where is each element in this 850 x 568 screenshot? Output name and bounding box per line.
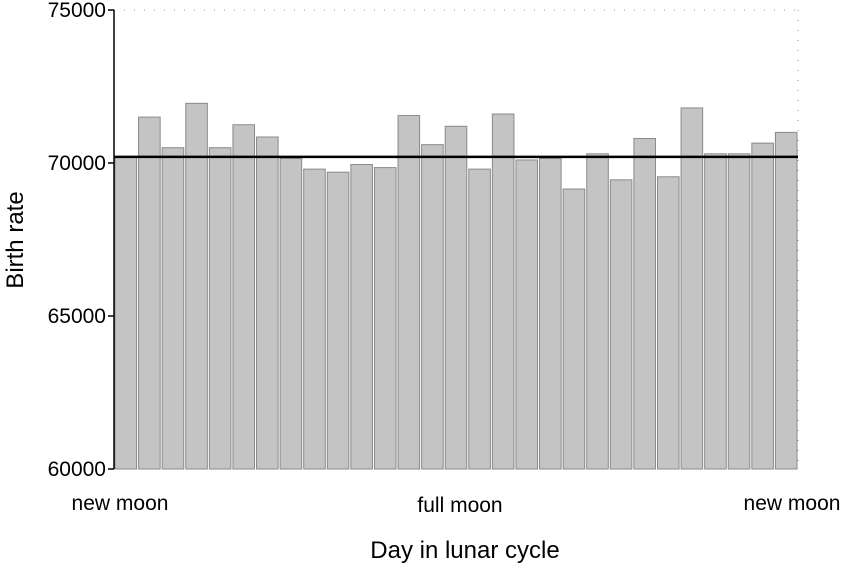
bar-day-4 [185, 102, 208, 470]
bar-day-14 [421, 144, 444, 470]
bar-day-15 [444, 125, 468, 470]
bar-day-5 [208, 147, 232, 470]
bar-day-2 [138, 116, 161, 470]
bar-day-23 [633, 138, 656, 470]
bar-day-6 [232, 124, 256, 470]
x-axis-title: Day in lunar cycle [370, 537, 559, 564]
bar-day-3 [161, 147, 185, 470]
x-label-new-moon-start: new moon [72, 492, 169, 515]
bar-day-26 [704, 153, 727, 470]
bar-day-17 [491, 113, 515, 470]
y-tick-label-65000: 65000 [48, 305, 106, 328]
bar-day-7 [256, 136, 279, 470]
bars-group [114, 102, 798, 470]
x-label-new-moon-end: new moon [744, 492, 841, 515]
y-axis-title: Birth rate [2, 191, 29, 288]
bar-day-27 [727, 153, 751, 470]
bar-day-12 [373, 167, 397, 470]
y-tick-label-75000: 75000 [48, 0, 106, 22]
bar-day-25 [680, 107, 704, 470]
bar-day-20 [562, 188, 586, 470]
bar-day-21 [586, 153, 609, 470]
bar-day-10 [326, 171, 350, 470]
bar-day-28 [751, 142, 774, 470]
bar-day-9 [303, 168, 326, 470]
bar-day-22 [609, 179, 633, 470]
bar-day-13 [397, 115, 421, 470]
bar-day-24 [656, 176, 680, 470]
bar-day-11 [350, 164, 373, 470]
bar-day-1 [114, 156, 138, 470]
y-tick-label-60000: 60000 [48, 458, 106, 481]
x-label-full-moon: full moon [417, 494, 502, 517]
bar-day-18 [515, 159, 539, 470]
bar-day-29 [774, 131, 798, 470]
y-ticks-group: 60000 65000 70000 75000 [48, 0, 114, 481]
bar-day-8 [279, 157, 303, 470]
bar-day-16 [468, 168, 491, 470]
bar-day-19 [539, 157, 562, 470]
y-tick-label-70000: 70000 [48, 152, 106, 175]
